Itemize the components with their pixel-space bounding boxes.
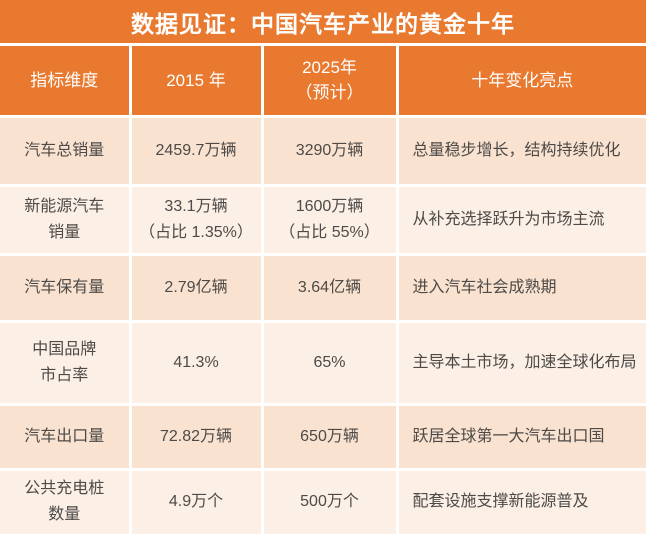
header-highlight: 十年变化亮点 — [395, 46, 646, 118]
metric-cell: 新能源汽车 销量 — [0, 183, 132, 256]
page-title: 数据见证：中国汽车产业的黄金十年 — [131, 10, 515, 37]
header-metric: 指标维度 — [0, 46, 132, 118]
highlight-cell: 进入汽车社会成熟期 — [395, 252, 646, 323]
golden-decade-table: 指标维度 2015 年 2025年 （预计） 十年变化亮点 汽车总销量 2459… — [0, 46, 646, 534]
table-row: 公共充电桩 数量 4.9万个 500万个 配套设施支撑新能源普及 — [0, 467, 646, 534]
value-2015-cell: 41.3% — [128, 319, 264, 406]
highlight-cell: 主导本土市场，加速全球化布局 — [395, 319, 646, 406]
metric-cell: 中国品牌 市占率 — [0, 319, 132, 406]
metric-cell: 汽车出口量 — [0, 402, 132, 471]
value-2025-cell: 1600万辆 （占比 55%） — [260, 183, 399, 256]
metric-cell: 公共充电桩 数量 — [0, 467, 132, 534]
value-2015-cell: 2.79亿辆 — [128, 252, 264, 323]
value-2015-cell: 72.82万辆 — [128, 402, 264, 471]
value-2025-cell: 650万辆 — [260, 402, 399, 471]
table-row: 汽车保有量 2.79亿辆 3.64亿辆 进入汽车社会成熟期 — [0, 252, 646, 323]
title-bar: 数据见证：中国汽车产业的黄金十年 — [0, 0, 646, 43]
metric-cell: 汽车保有量 — [0, 252, 132, 323]
highlight-cell: 总量稳步增长，结构持续优化 — [395, 114, 646, 187]
value-2025-cell: 500万个 — [260, 467, 399, 534]
table-row: 汽车总销量 2459.7万辆 3290万辆 总量稳步增长，结构持续优化 — [0, 114, 646, 187]
highlight-cell: 配套设施支撑新能源普及 — [395, 467, 646, 534]
table-row: 汽车出口量 72.82万辆 650万辆 跃居全球第一大汽车出口国 — [0, 402, 646, 471]
table-header-row: 指标维度 2015 年 2025年 （预计） 十年变化亮点 — [0, 46, 646, 118]
highlight-cell: 跃居全球第一大汽车出口国 — [395, 402, 646, 471]
value-2015-cell: 33.1万辆 （占比 1.35%） — [128, 183, 264, 256]
value-2025-cell: 65% — [260, 319, 399, 406]
table-row: 中国品牌 市占率 41.3% 65% 主导本土市场，加速全球化布局 — [0, 319, 646, 406]
table-body: 汽车总销量 2459.7万辆 3290万辆 总量稳步增长，结构持续优化 新能源汽… — [0, 114, 646, 534]
value-2015-cell: 4.9万个 — [128, 467, 264, 534]
header-2025: 2025年 （预计） — [260, 46, 399, 118]
value-2025-cell: 3290万辆 — [260, 114, 399, 187]
header-2015: 2015 年 — [128, 46, 264, 118]
highlight-cell: 从补充选择跃升为市场主流 — [395, 183, 646, 256]
metric-cell: 汽车总销量 — [0, 114, 132, 187]
table-row: 新能源汽车 销量 33.1万辆 （占比 1.35%） 1600万辆 （占比 55… — [0, 183, 646, 256]
value-2025-cell: 3.64亿辆 — [260, 252, 399, 323]
value-2015-cell: 2459.7万辆 — [128, 114, 264, 187]
